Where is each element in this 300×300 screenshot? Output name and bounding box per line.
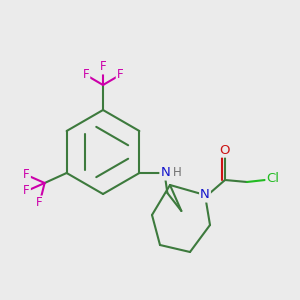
Text: F: F xyxy=(23,169,30,182)
Text: H: H xyxy=(173,167,182,179)
Text: F: F xyxy=(83,68,89,82)
Text: F: F xyxy=(36,196,43,209)
Text: Cl: Cl xyxy=(266,172,280,184)
Text: O: O xyxy=(220,143,230,157)
Text: F: F xyxy=(100,61,106,74)
Text: N: N xyxy=(160,167,170,179)
Text: F: F xyxy=(117,68,123,82)
Text: F: F xyxy=(23,184,30,197)
Text: N: N xyxy=(200,188,210,202)
